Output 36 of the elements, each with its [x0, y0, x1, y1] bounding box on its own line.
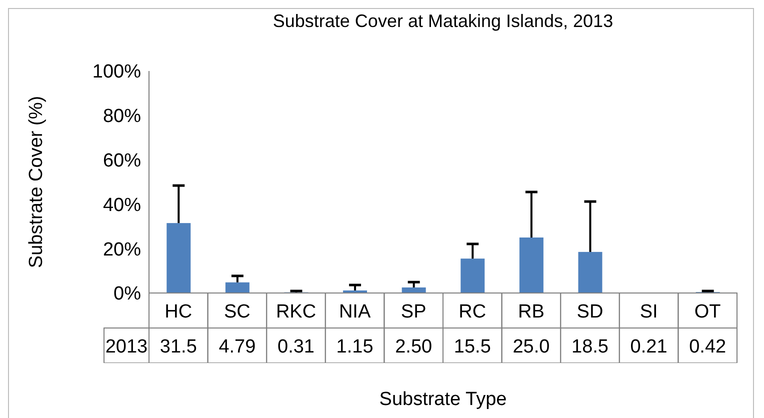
- bar: [460, 258, 485, 293]
- x-tick-label: SI: [640, 302, 658, 322]
- y-tick-label: 80%: [102, 106, 142, 128]
- x-tick-label: RB: [518, 302, 544, 322]
- x-tick-label: SP: [400, 302, 426, 322]
- bar: [166, 223, 191, 293]
- y-tick-label: 60%: [102, 150, 142, 172]
- y-tick-label: 100%: [92, 62, 142, 83]
- x-tick-label: OT: [694, 302, 722, 322]
- y-tick-label: 40%: [102, 194, 142, 216]
- data-label: 25.0: [512, 336, 550, 358]
- data-label: 18.5: [572, 336, 608, 358]
- data-label: 4.79: [218, 336, 256, 358]
- bar: [519, 238, 544, 293]
- x-tick-label: NIA: [338, 302, 371, 322]
- text: 2013: [105, 336, 148, 358]
- x-tick-label: RKC: [276, 302, 316, 322]
- data-label: 0.31: [278, 336, 314, 358]
- y-tick-label: 20%: [102, 239, 142, 260]
- y-axis-title: Substrate Cover (%): [26, 96, 48, 268]
- data-label: 2.50: [395, 336, 432, 358]
- x-tick-label: SD: [576, 302, 604, 322]
- data-label: 0.42: [689, 336, 726, 358]
- bar: [578, 252, 602, 293]
- x-tick-label: SC: [224, 302, 250, 322]
- x-axis-title: Substrate Type: [378, 389, 508, 411]
- x-tick-label: RC: [458, 302, 486, 322]
- data-label: 31.5: [160, 336, 197, 358]
- data-label: 0.21: [630, 336, 668, 358]
- data-label: 15.5: [454, 336, 491, 358]
- bar: [402, 287, 426, 293]
- chart-title: Substrate Cover at Mataking Islands, 2013: [272, 11, 614, 32]
- data-label: 1.15: [336, 336, 374, 358]
- x-tick-label: HC: [164, 302, 192, 322]
- y-tick-label: 0%: [114, 284, 142, 305]
- bar: [225, 282, 250, 293]
